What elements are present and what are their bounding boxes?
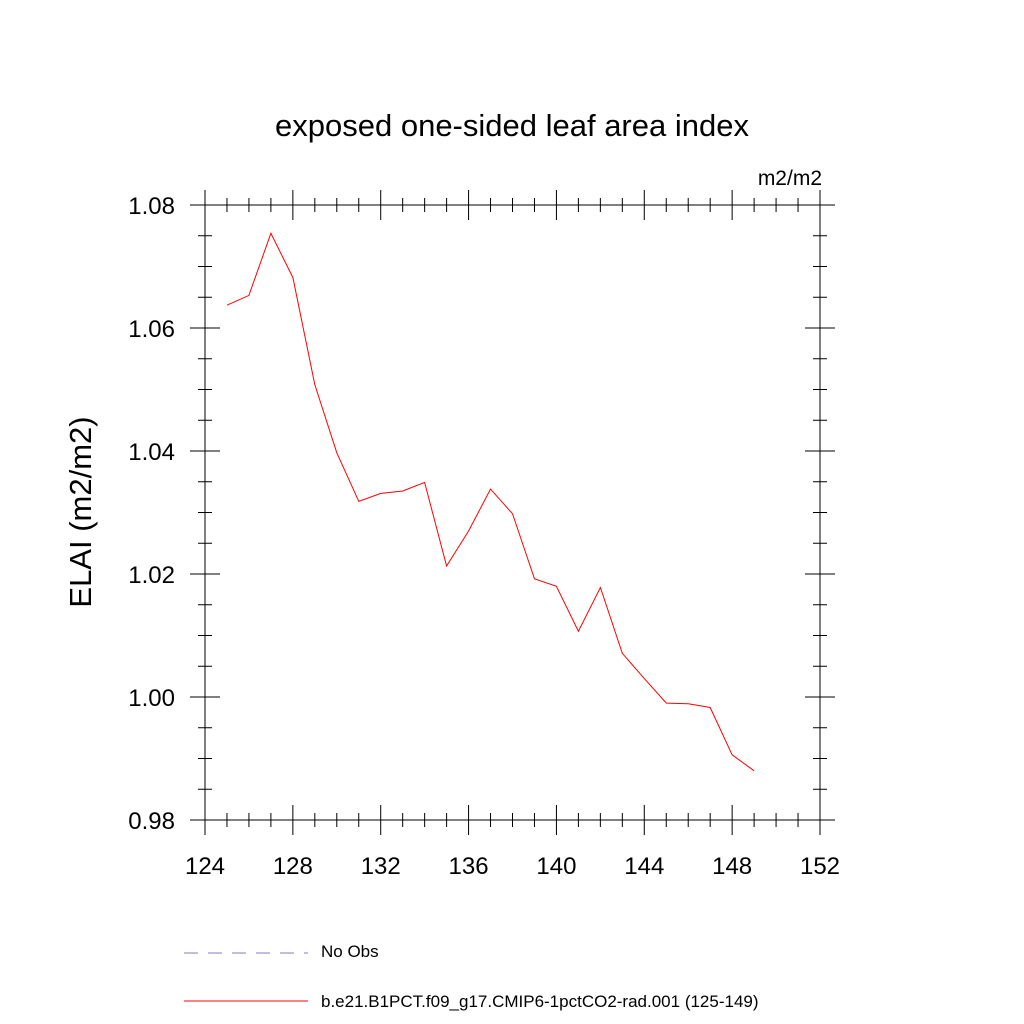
x-tick-label: 152	[800, 853, 840, 880]
y-tick-label: 1.00	[128, 685, 175, 712]
y-tick-label: 1.04	[128, 439, 175, 466]
y-tick-label: 0.98	[128, 808, 175, 835]
series-layer	[226, 232, 755, 772]
y-tick-label: 1.08	[128, 193, 175, 220]
y-axis-label: ELAI (m2/m2)	[63, 416, 98, 607]
x-tick-label: 140	[536, 853, 576, 880]
x-tick-label: 144	[624, 853, 664, 880]
units-label: m2/m2	[758, 167, 822, 190]
legend-lines	[184, 952, 308, 1002]
series-line	[226, 232, 755, 772]
y-tick-label: 1.06	[128, 316, 175, 343]
x-tick-label: 136	[449, 853, 489, 880]
x-tick-label: 148	[712, 853, 752, 880]
chart-title: exposed one-sided leaf area index	[275, 108, 749, 143]
legend-label-no-obs: No Obs	[321, 942, 379, 961]
x-tick-label: 124	[185, 853, 225, 880]
x-tick-label: 132	[361, 853, 401, 880]
legend-label-series: b.e21.B1PCT.f09_g17.CMIP6-1pctCO2-rad.00…	[321, 992, 759, 1011]
tick-labels: 124 128 132 136 140 144 148 152 0.98 1.00 1.02 1.04…	[128, 193, 840, 880]
axis-ticks	[190, 190, 835, 835]
x-tick-label: 128	[273, 853, 313, 880]
y-tick-label: 1.02	[128, 562, 175, 589]
